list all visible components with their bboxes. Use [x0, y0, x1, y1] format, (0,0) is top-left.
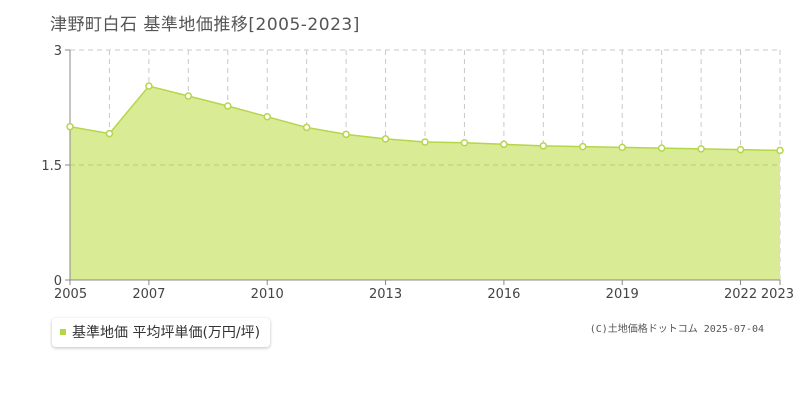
data-point [697, 145, 705, 153]
data-point [460, 139, 469, 147]
series-area [70, 86, 780, 281]
x-tick-label: 2005 [54, 287, 87, 302]
x-tick-label: 2022 [724, 287, 757, 302]
data-point [184, 92, 193, 100]
data-point [736, 145, 745, 154]
data-point [618, 143, 626, 152]
data-point [579, 142, 587, 151]
data-point [263, 112, 271, 121]
x-tick-label: 2007 [132, 287, 165, 302]
copyright-text: (C)土地価格ドットコム 2025-07-04 [589, 324, 764, 335]
legend-label: 基準地価 平均坪単価(万円/坪) [72, 325, 261, 341]
data-point [381, 135, 390, 143]
point-layer [66, 82, 784, 155]
x-tick-label: 2019 [606, 287, 639, 302]
legend-swatch [60, 329, 66, 335]
data-point [657, 144, 666, 152]
x-tick-label: 2010 [251, 287, 284, 302]
x-tick-label: 2016 [487, 287, 520, 302]
y-tick-label: 3 [54, 44, 62, 59]
x-tick-label: 2023 [761, 287, 794, 302]
axis-layer [65, 49, 781, 285]
data-point [105, 129, 114, 138]
data-point [539, 142, 548, 150]
chart-title: 津野町白石 基準地価推移[2005-2023] [50, 15, 360, 35]
label-layer: 0 1.5 3 2005 2007 2010 2013 2016 2019 2022 2023 [41, 44, 794, 302]
data-point [500, 140, 508, 149]
y-tick-label: 0 [54, 274, 62, 289]
legend: 基準地価 平均坪単価(万円/坪) [52, 318, 271, 347]
data-point [776, 146, 784, 155]
data-point [66, 122, 74, 131]
data-point [145, 82, 153, 90]
y-tick-label: 1.5 [41, 159, 62, 174]
data-point [224, 102, 232, 110]
x-tick-label: 2013 [369, 287, 402, 302]
data-point [421, 138, 429, 146]
data-point [302, 123, 311, 132]
data-point [342, 130, 350, 139]
